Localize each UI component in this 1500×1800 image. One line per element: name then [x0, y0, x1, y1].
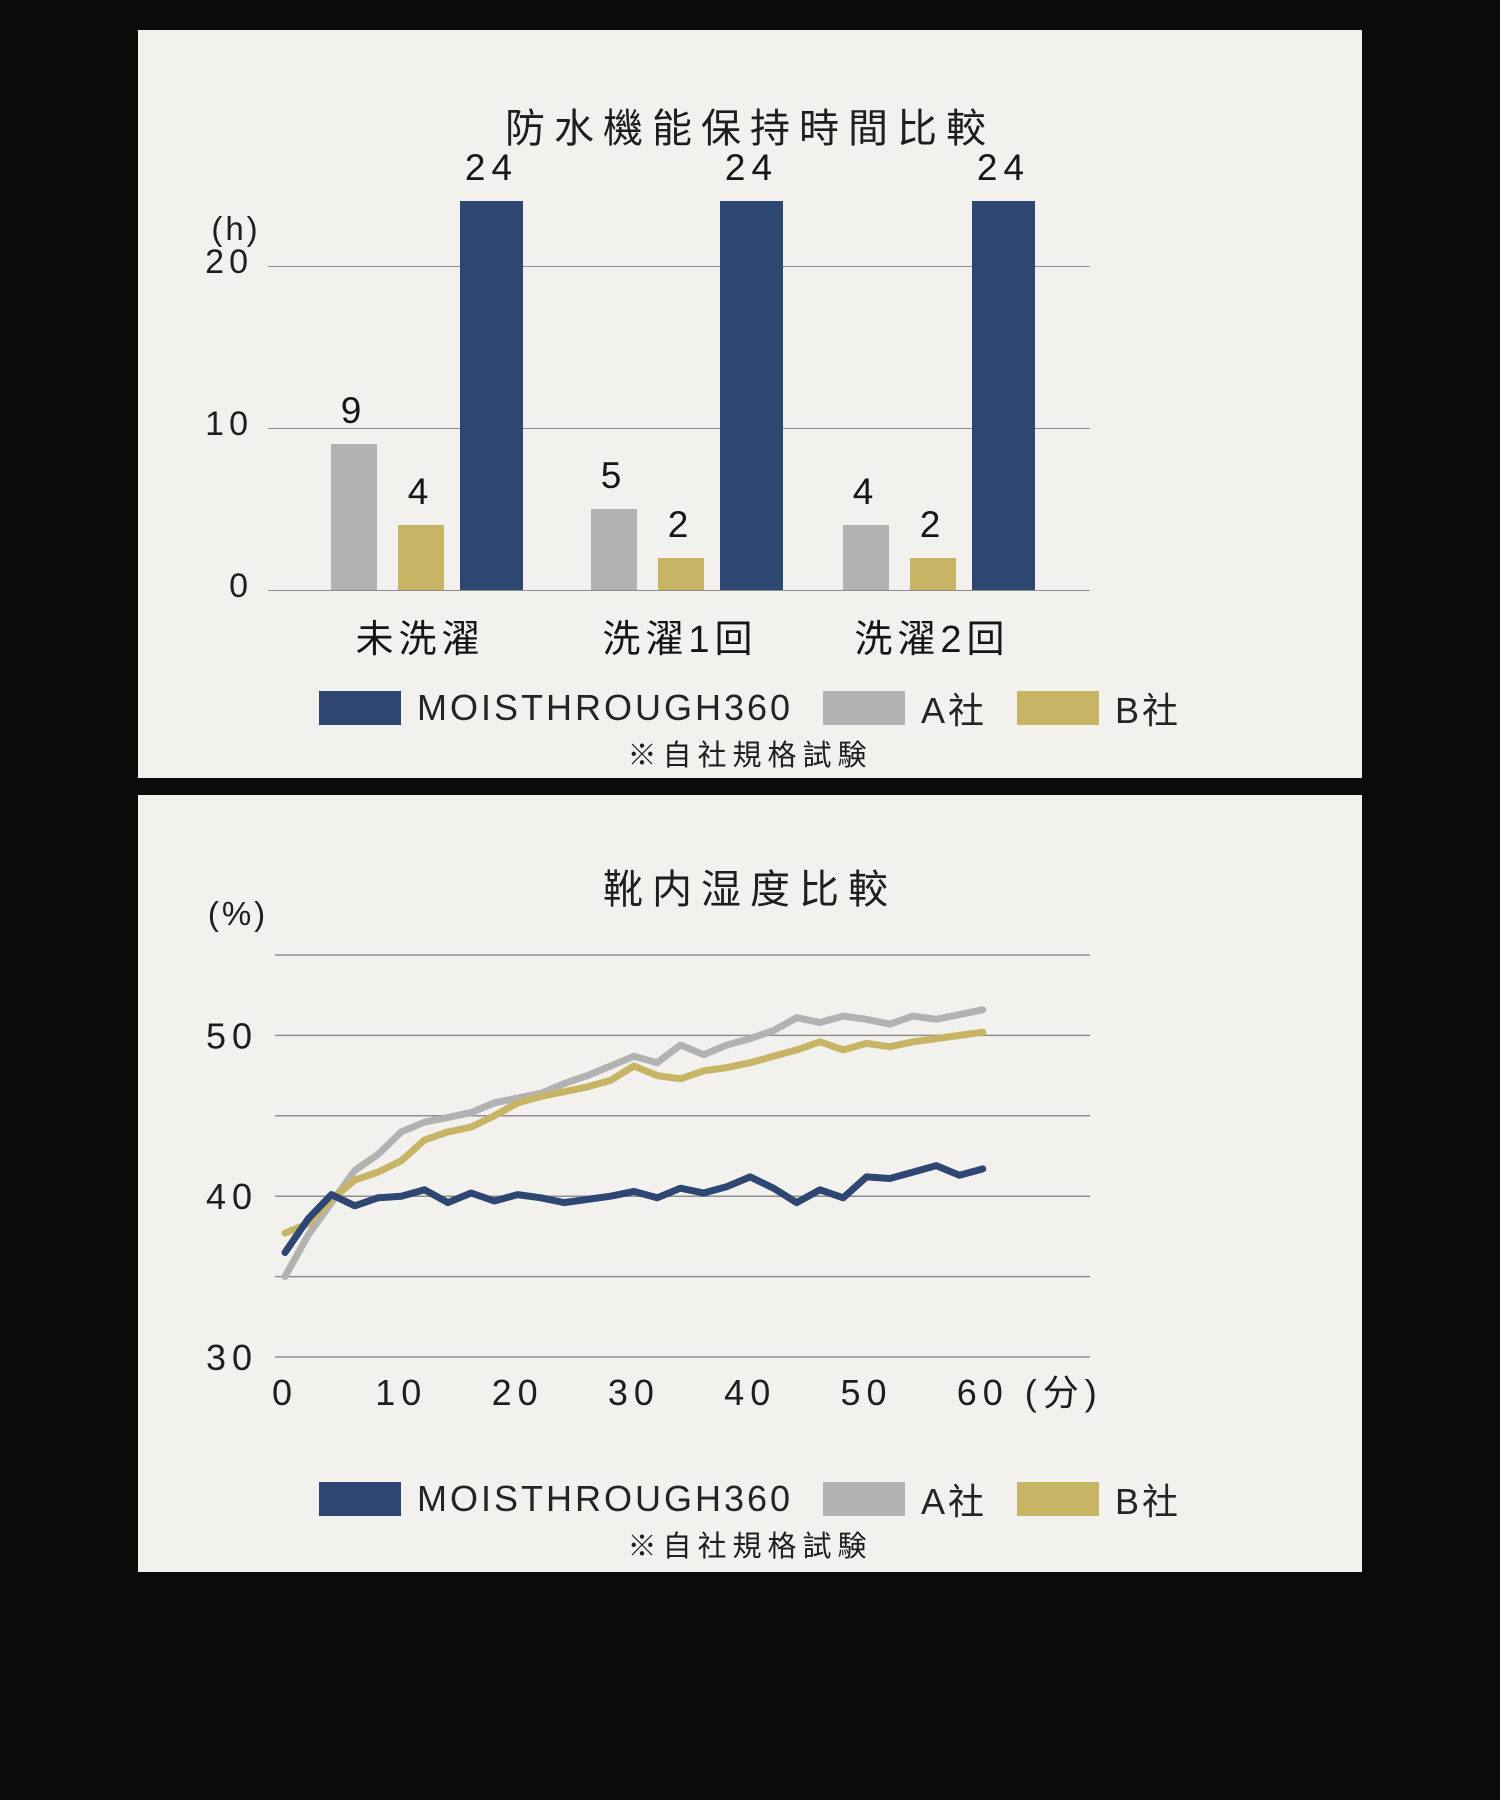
line-chart-title: 靴内湿度比較 [603, 868, 897, 912]
legend-swatch [318, 1482, 401, 1516]
line-chart-footnote: ※自社規格試験 [627, 1531, 873, 1563]
legend-label: B社 [1115, 690, 1182, 731]
legend-item-B社: B社 [1017, 682, 1181, 734]
bar-chart-category-label: 洗濯1回 [602, 619, 758, 661]
bar-chart-category-label: 洗濯2回 [854, 619, 1010, 661]
bar-chart-gridline [268, 266, 1090, 267]
line-chart-x-tick: 50 [840, 1372, 892, 1413]
line-chart-y-tick: 50 [206, 1015, 258, 1056]
bar-chart-legend: MOISTHROUGH360 A社 B社 [138, 682, 1362, 734]
bar-MOISTHROUGH360-洗濯2回 [972, 201, 1035, 590]
bar-B社-未洗濯 [398, 525, 444, 590]
bar-value-label: 24 [464, 147, 519, 189]
bar-value-label: 4 [852, 471, 880, 513]
legend-swatch [1017, 1482, 1100, 1516]
bar-chart-gridline [268, 428, 1090, 429]
legend-label: MOISTHROUGH360 [416, 687, 794, 728]
bar-MOISTHROUGH360-洗濯1回 [720, 201, 783, 590]
bar-value-label: 9 [340, 390, 368, 432]
line-chart-y-unit-label: (%) [207, 895, 269, 932]
bar-MOISTHROUGH360-未洗濯 [460, 201, 523, 590]
bar-A社-未洗濯 [331, 444, 377, 590]
bar-value-label: 2 [667, 503, 695, 545]
legend-item-A社: A社 [823, 682, 987, 734]
legend-label: A社 [921, 690, 988, 731]
line-series-A社 [281, 1006, 987, 1281]
bar-value-label: 24 [724, 147, 779, 189]
line-chart-y-tick: 30 [206, 1337, 258, 1378]
bar-value-label: 24 [976, 147, 1031, 189]
legend-swatch [823, 1482, 906, 1516]
line-chart-y-tick: 40 [206, 1176, 258, 1217]
line-chart-legend: MOISTHROUGH360 A社 B社 [138, 1473, 1362, 1525]
bar-chart-y-tick: 0 [229, 567, 253, 605]
line-chart-x-tick: 40 [724, 1372, 776, 1413]
line-chart-x-tick: 20 [492, 1372, 544, 1413]
bar-chart-footnote: ※自社規格試験 [627, 740, 873, 772]
bar-value-label: 5 [600, 455, 628, 496]
waterproof-retention-bar-chart-card: 防水機能保持時間比較 (h) 0 10 20 9 4 24 未洗濯 5 2 24 洗濯1回 4 2 24 洗… [138, 30, 1362, 778]
legend-item-MOISTHROUGH360: MOISTHROUGH360 [318, 687, 794, 729]
bar-chart-y-unit-label: (h) [211, 210, 261, 247]
line-chart-x-unit-label: (分) [1025, 1372, 1103, 1413]
bar-value-label: 2 [919, 503, 947, 545]
bar-chart-y-tick: 20 [205, 243, 253, 281]
legend-label: A社 [921, 1481, 988, 1522]
legend-label: MOISTHROUGH360 [416, 1478, 794, 1519]
line-chart-x-tick: 30 [608, 1372, 660, 1413]
legend-item-B社: B社 [1017, 1473, 1181, 1525]
line-chart-x-tick: 10 [375, 1372, 427, 1413]
legend-swatch [1017, 691, 1100, 725]
line-chart-svg: 30 40 50 0 10 20 30 40 50 60 (分) [206, 954, 1103, 1413]
legend-swatch [823, 691, 906, 725]
bar-chart-title: 防水機能保持時間比較 [505, 107, 995, 151]
legend-item-A社: A社 [823, 1473, 987, 1525]
bar-chart-gridline [268, 590, 1090, 591]
bar-chart-y-tick: 10 [205, 405, 253, 443]
legend-label: B社 [1115, 1481, 1182, 1522]
bar-chart-plot-area: 0 10 20 9 4 24 未洗濯 5 2 24 洗濯1回 4 2 24 洗濯2回 [138, 30, 1362, 778]
bar-B社-洗濯1回 [658, 557, 704, 590]
legend-swatch [318, 691, 401, 725]
line-chart-x-tick: 0 [272, 1372, 298, 1413]
bar-B社-洗濯2回 [910, 557, 956, 590]
line-chart-x-tick: 60 [957, 1372, 1009, 1413]
bar-A社-洗濯2回 [843, 525, 889, 590]
bar-chart-category-label: 未洗濯 [355, 619, 485, 661]
humidity-line-chart-card: 30 40 50 0 10 20 30 40 50 60 (分) 靴内湿度比較 (%) MOISTH… [138, 795, 1362, 1572]
line-series-MOISTHROUGH360 [281, 1162, 987, 1256]
line-series-B社 [281, 1028, 987, 1237]
legend-item-MOISTHROUGH360: MOISTHROUGH360 [318, 1478, 794, 1520]
bar-value-label: 4 [407, 471, 435, 513]
bar-A社-洗濯1回 [591, 509, 637, 590]
